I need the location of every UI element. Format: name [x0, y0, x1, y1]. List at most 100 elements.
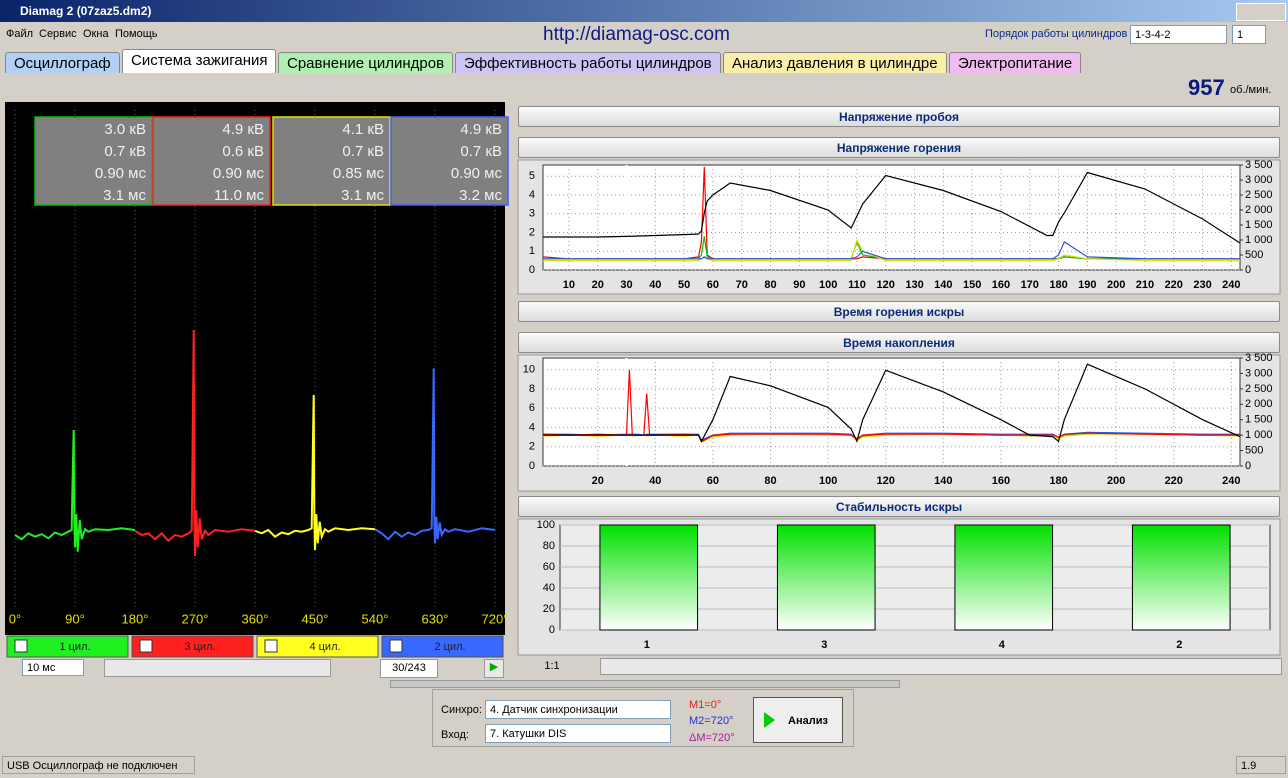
menu-item[interactable]: Файл [6, 28, 34, 40]
legend-button[interactable] [131, 635, 254, 658]
x-tick-label: 40 [649, 475, 661, 487]
y2-tick-label: 2 000 [1245, 204, 1273, 216]
y-tick-label: 10 [523, 363, 535, 375]
marker-m1: M1=0° [689, 699, 722, 711]
y2-tick-label: 0 [1245, 264, 1251, 276]
panel-header[interactable]: Время горения искры [518, 301, 1280, 322]
x-tick-label: 80 [764, 279, 776, 291]
rpm-unit: об./мин. [1230, 84, 1272, 96]
panel-header[interactable]: Стабильность искры [518, 496, 1280, 517]
y-tick-label: 100 [537, 519, 555, 531]
value-text: 11.0 мс [214, 187, 265, 204]
x-tick-label: 240 [1222, 279, 1240, 291]
x-tick-label: 2 [1176, 639, 1182, 651]
value-text: 3.0 кВ [104, 121, 146, 138]
x-tick-label: 270° [182, 611, 209, 626]
panel-header[interactable]: Время накопления [518, 332, 1280, 353]
legend-button[interactable] [256, 635, 379, 658]
tab[interactable]: Анализ давления в цилиндре [723, 52, 947, 73]
y-tick-label: 4 [529, 189, 535, 201]
x-tick-label: 140 [934, 279, 952, 291]
title-bar: Diamag 2 (07zaz5.dm2) [0, 0, 1288, 22]
y2-tick-label: 500 [1245, 249, 1263, 261]
tab[interactable]: Осциллограф [5, 52, 120, 73]
checkbox [264, 639, 278, 653]
timebase-select[interactable]: 10 мс [22, 659, 84, 676]
plot-area [542, 357, 1241, 467]
legend-label: 4 цил. [309, 641, 340, 653]
x-tick-label: 100 [819, 279, 837, 291]
scrollbar[interactable] [104, 659, 331, 677]
checkbox [139, 639, 153, 653]
legend-button[interactable] [381, 635, 504, 658]
window-buttons[interactable] [1236, 3, 1286, 21]
y-tick-label: 6 [529, 402, 535, 414]
legend-button[interactable] [6, 635, 129, 658]
menu-item[interactable]: Сервис [39, 28, 77, 40]
x-tick-label: 80 [764, 475, 776, 487]
x-tick-label: 60 [707, 475, 719, 487]
y2-tick-label: 3 000 [1245, 174, 1273, 186]
status-text: USB Осциллограф не подключен [2, 756, 195, 774]
value-text: 4.9 кВ [460, 121, 502, 138]
x-tick-label: 180 [1049, 475, 1067, 487]
spinner[interactable]: 1 [1232, 25, 1266, 44]
splitter[interactable] [390, 680, 900, 688]
value-text: 3.2 мс [459, 187, 502, 204]
input-select[interactable]: 7. Катушки DIS [485, 724, 671, 743]
x-tick-label: 100 [819, 475, 837, 487]
tab[interactable]: Эффективность работы цилиндров [455, 52, 721, 73]
value-box [390, 116, 509, 206]
url: http://diamag-osc.com [543, 24, 730, 45]
y-tick-label: 20 [543, 603, 555, 615]
y2-tick-label: 1 000 [1245, 234, 1273, 246]
menu-item[interactable]: Помощь [115, 28, 158, 40]
y2-tick-label: 1 000 [1245, 429, 1273, 441]
checkbox [389, 639, 403, 653]
y-tick-label: 2 [529, 441, 535, 453]
value-box [272, 116, 391, 206]
order-select[interactable]: 1-3-4-2 [1130, 25, 1227, 44]
input-label: Вход: [441, 729, 469, 741]
value-text: 4.1 кВ [342, 121, 384, 138]
x-tick-label: 90° [65, 611, 85, 626]
x-tick-label: 210 [1136, 279, 1154, 291]
x-tick-label: 3 [821, 639, 827, 651]
sync-select[interactable]: 4. Датчик синхронизации [485, 700, 671, 719]
y-tick-label: 40 [543, 582, 555, 594]
x-tick-label: 180 [1049, 279, 1067, 291]
y-tick-label: 3 [529, 208, 535, 220]
x-tick-label: 4 [999, 639, 1006, 651]
value-box [152, 116, 271, 206]
value-text: 0.90 мс [451, 165, 503, 182]
x-tick-label: 120 [877, 475, 895, 487]
rpm: 957 [1188, 75, 1225, 100]
marker-m2: M2=720° [689, 715, 734, 727]
y2-tick-label: 3 500 [1245, 352, 1273, 364]
series-line [254, 394, 376, 551]
version: 1.9 [1236, 756, 1286, 774]
tab[interactable]: Сравнение цилиндров [278, 52, 454, 73]
menu-item[interactable]: Окна [83, 28, 109, 40]
x-tick-label: 170 [1021, 279, 1039, 291]
scrollbar[interactable] [600, 658, 1282, 675]
y-tick-label: 2 [529, 226, 535, 238]
x-tick-label: 150 [963, 279, 981, 291]
x-tick-label: 230 [1193, 279, 1211, 291]
y-tick-label: 1 [529, 245, 535, 257]
panel-header[interactable]: Напряжение горения [518, 137, 1280, 158]
x-tick-label: 20 [592, 475, 604, 487]
panel-header[interactable]: Напряжение пробоя [518, 106, 1280, 127]
y2-tick-label: 2 000 [1245, 398, 1273, 410]
bar [776, 524, 876, 631]
value-text: 3.1 мс [341, 187, 384, 204]
x-tick-label: 90 [793, 279, 805, 291]
legend-label: 3 цил. [184, 641, 215, 653]
x-tick-label: 20 [592, 279, 604, 291]
series-line [14, 429, 136, 552]
tab[interactable]: Электропитание [949, 52, 1082, 73]
x-tick-label: 70 [736, 279, 748, 291]
play-button[interactable]: ▶ [484, 659, 504, 678]
tab[interactable]: Система зажигания [122, 49, 277, 73]
